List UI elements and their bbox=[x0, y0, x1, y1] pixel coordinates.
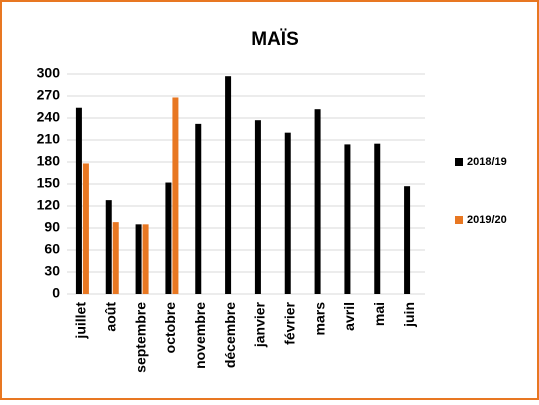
y-tick-label: 120 bbox=[37, 197, 61, 213]
y-tick-label: 300 bbox=[37, 65, 61, 81]
bar bbox=[135, 224, 142, 294]
bar bbox=[404, 186, 411, 294]
bar bbox=[195, 123, 202, 294]
chart-title: MAÏS bbox=[251, 29, 299, 50]
x-tick-label: octobre bbox=[162, 302, 178, 354]
bar bbox=[142, 224, 149, 294]
bar bbox=[254, 120, 261, 294]
bar bbox=[82, 163, 89, 294]
y-tick-label: 210 bbox=[37, 131, 61, 147]
legend-swatch bbox=[455, 216, 463, 224]
x-tick-label: septembre bbox=[132, 302, 148, 373]
y-tick-label: 60 bbox=[44, 241, 60, 257]
x-tick-label: avril bbox=[341, 302, 357, 331]
legend-swatch bbox=[455, 158, 463, 166]
y-tick-label: 150 bbox=[37, 175, 61, 191]
y-tick-label: 30 bbox=[44, 263, 60, 279]
x-tick-label: décembre bbox=[222, 302, 238, 368]
y-tick-label: 90 bbox=[44, 219, 60, 235]
bar bbox=[165, 182, 172, 294]
x-tick-label: mars bbox=[311, 302, 327, 336]
bar bbox=[112, 222, 119, 294]
bar bbox=[172, 97, 179, 294]
y-tick-label: 240 bbox=[37, 109, 61, 125]
bar bbox=[314, 109, 321, 294]
x-tick-label: juin bbox=[401, 302, 417, 328]
y-tick-label: 0 bbox=[52, 285, 60, 301]
x-tick-label: février bbox=[281, 301, 297, 344]
bar bbox=[75, 107, 82, 294]
x-tick-label: juillet bbox=[73, 302, 89, 340]
x-tick-label: novembre bbox=[192, 302, 208, 369]
y-tick-label: 180 bbox=[37, 153, 61, 169]
bar bbox=[284, 132, 291, 294]
bar bbox=[374, 143, 381, 294]
x-tick-label: mai bbox=[371, 302, 387, 326]
y-tick-label: 270 bbox=[37, 87, 61, 103]
bar bbox=[225, 76, 232, 294]
legend-label: 2018/19 bbox=[467, 156, 507, 168]
legend-label: 2019/20 bbox=[467, 214, 507, 226]
bar bbox=[344, 144, 351, 294]
x-tick-label: août bbox=[102, 302, 118, 332]
x-tick-label: janvier bbox=[252, 301, 268, 348]
bar bbox=[105, 200, 112, 294]
